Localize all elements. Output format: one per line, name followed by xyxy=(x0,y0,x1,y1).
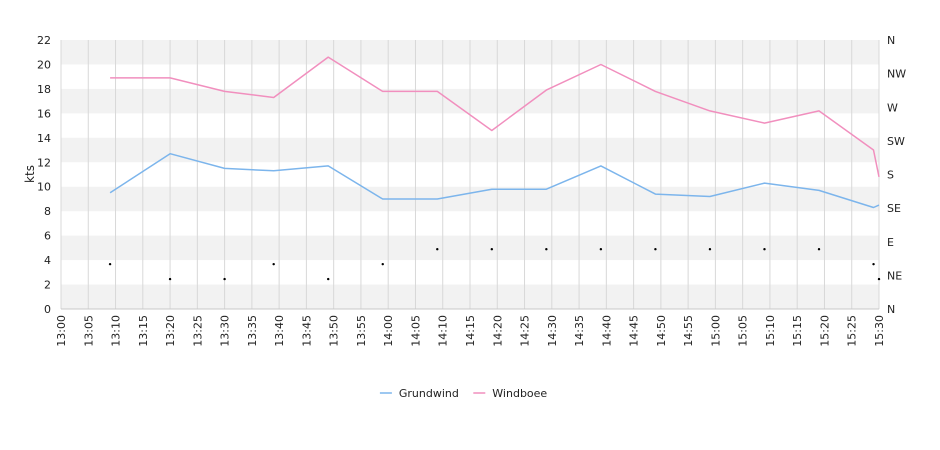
x-tick-label: 15:00 xyxy=(709,315,722,347)
direction-point xyxy=(817,248,821,251)
x-tick-label: 14:05 xyxy=(409,315,422,347)
y-tick-label: 22 xyxy=(37,34,51,47)
y-axis-ticks: 0 2 4 6 8 10 12 14 16 18 20 22 xyxy=(37,34,51,316)
series-line-windboee xyxy=(110,56,880,178)
direction-point xyxy=(223,277,226,281)
series-line-grundwind xyxy=(109,152,880,209)
x-tick-label: 14:35 xyxy=(573,315,586,347)
x-axis-ticks: 13:00 13:05 13:10 13:15 13:20 13:25 13:30 13:35… xyxy=(55,315,886,347)
x-tick-label: 15:20 xyxy=(818,315,831,347)
x-tick-label: 13:35 xyxy=(246,315,259,347)
right-tick-label: N xyxy=(887,34,895,47)
right-tick-label: NE xyxy=(887,269,902,282)
legend-item-windboee[interactable]: Windboee xyxy=(473,387,547,400)
right-tick-label: SW xyxy=(887,135,905,148)
x-tick-label: 15:10 xyxy=(764,315,777,347)
y-tick-label: 18 xyxy=(37,83,51,96)
direction-point xyxy=(545,248,548,251)
right-tick-label: S xyxy=(887,169,894,182)
direction-point xyxy=(763,248,766,251)
right-tick-label: NW xyxy=(887,68,906,81)
right-tick-label: E xyxy=(887,236,894,249)
x-tick-label: 13:45 xyxy=(300,315,313,347)
legend-item-grundwind[interactable]: Grundwind xyxy=(379,387,459,400)
x-tick-label: 14:40 xyxy=(600,315,613,347)
x-tick-label: 14:30 xyxy=(546,315,559,347)
legend-label: Windboee xyxy=(492,387,547,400)
direction-points xyxy=(108,248,881,281)
x-tick-label: 15:30 xyxy=(873,315,886,347)
x-tick-label: 13:55 xyxy=(355,315,368,347)
x-tick-label: 14:20 xyxy=(491,315,504,347)
x-tick-label: 13:20 xyxy=(164,315,177,347)
direction-point xyxy=(168,277,172,281)
direction-point xyxy=(436,248,439,251)
x-tick-label: 13:10 xyxy=(110,315,123,347)
direction-point xyxy=(490,248,494,251)
y-tick-label: 6 xyxy=(44,230,51,243)
x-tick-label: 14:10 xyxy=(437,315,450,347)
direction-point xyxy=(872,262,875,266)
series-lines xyxy=(109,56,880,209)
x-tick-label: 13:15 xyxy=(137,315,150,347)
x-tick-label: 14:00 xyxy=(382,315,395,347)
x-tick-label: 14:45 xyxy=(628,315,641,347)
right-axis-ticks: N NE E SE S SW W NW N xyxy=(887,34,906,316)
legend[interactable]: Grundwind Windboee xyxy=(379,387,548,400)
y-tick-label: 0 xyxy=(44,303,51,316)
direction-point xyxy=(877,277,881,281)
direction-point xyxy=(327,277,330,281)
direction-point xyxy=(108,262,112,266)
direction-point xyxy=(599,248,603,251)
x-tick-label: 13:30 xyxy=(219,315,232,347)
x-tick-label: 15:05 xyxy=(737,315,750,347)
x-tick-label: 15:15 xyxy=(791,315,804,347)
x-tick-label: 14:15 xyxy=(464,315,477,347)
vertical-grid xyxy=(60,40,880,309)
y-tick-label: 14 xyxy=(37,132,51,145)
right-tick-label: SE xyxy=(887,202,901,215)
y-axis-label: kts xyxy=(23,165,37,183)
y-tick-label: 8 xyxy=(44,205,51,218)
x-tick-label: 15:25 xyxy=(846,315,859,347)
right-tick-label: N xyxy=(887,303,895,316)
x-tick-label: 14:50 xyxy=(655,315,668,347)
y-tick-label: 12 xyxy=(37,156,51,169)
direction-point xyxy=(272,262,275,266)
x-tick-label: 13:40 xyxy=(273,315,286,347)
y-tick-label: 10 xyxy=(37,181,51,194)
x-tick-label: 13:50 xyxy=(328,315,341,347)
legend-label: Grundwind xyxy=(399,387,459,400)
x-tick-label: 13:05 xyxy=(82,315,95,347)
y-tick-label: 4 xyxy=(44,254,51,267)
direction-point xyxy=(708,248,712,251)
x-tick-label: 13:00 xyxy=(55,315,68,347)
direction-point xyxy=(654,248,657,251)
y-tick-label: 20 xyxy=(37,58,51,71)
x-tick-label: 14:25 xyxy=(519,315,532,347)
y-tick-label: 16 xyxy=(37,107,51,120)
right-tick-label: W xyxy=(887,101,898,114)
y-tick-label: 2 xyxy=(44,279,51,292)
x-tick-label: 13:25 xyxy=(191,315,204,347)
direction-point xyxy=(381,262,384,266)
x-tick-label: 14:55 xyxy=(682,315,695,347)
